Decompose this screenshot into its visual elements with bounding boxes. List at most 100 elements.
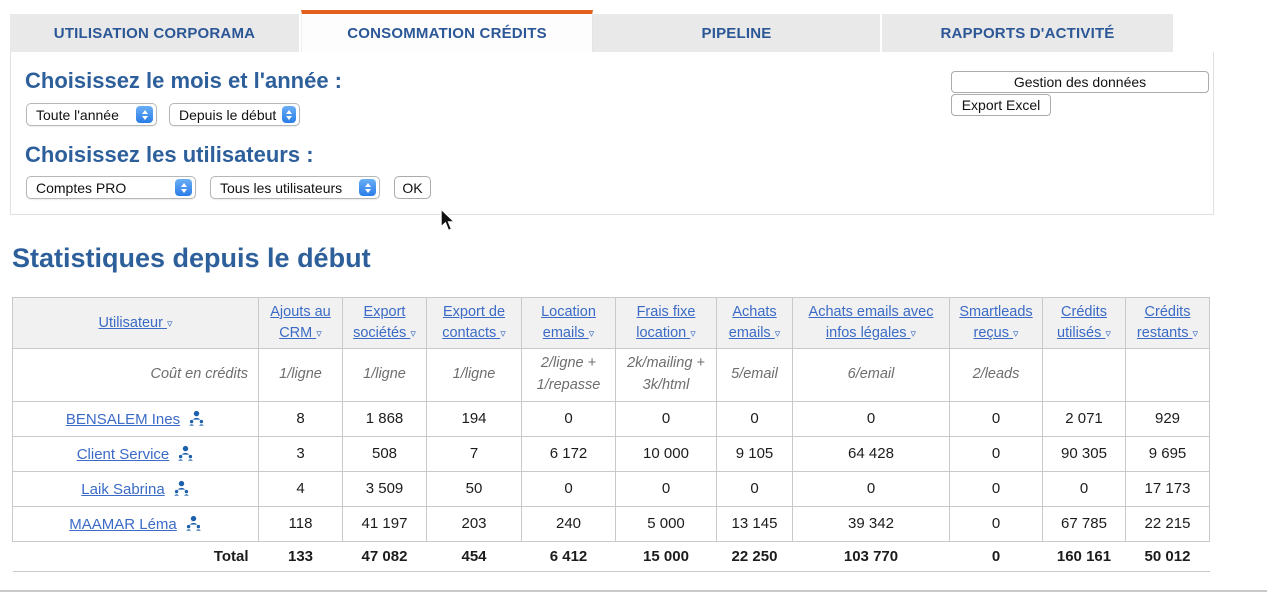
user-row: BENSALEM Ines 8 1 868 194 0 0 0 0 0 2 071 929	[12, 400, 1210, 437]
column-header-credits-utilises: Crédits utilisés ▿	[1042, 296, 1126, 350]
sort-link-export-de-contacts[interactable]: Export de contacts ▿	[442, 304, 506, 342]
user-select[interactable]: Tous les utilisateurs	[210, 176, 380, 199]
cost-cell	[1125, 348, 1210, 402]
sort-link-frais-fixe-location[interactable]: Frais fixe location ▿	[636, 304, 696, 342]
user-link-laik-sabrina[interactable]: Laik Sabrina	[81, 480, 165, 498]
value-cell: 3	[258, 435, 343, 472]
cost-cell	[1042, 348, 1126, 402]
value-cell: 9 105	[716, 435, 793, 472]
cost-cell: 2/leads	[949, 348, 1043, 402]
user-cell: Laik Sabrina	[12, 470, 259, 507]
value-cell: 0	[1042, 470, 1126, 507]
sort-chevron-icon: ▿	[166, 317, 173, 330]
value-cell: 0	[615, 400, 717, 437]
user-cell: MAAMAR Léma	[12, 505, 259, 542]
total-cell: 0	[949, 540, 1043, 572]
value-cell: 0	[615, 470, 717, 507]
column-header-smartleads-recus: Smartleads reçus ▿	[949, 296, 1043, 350]
total-cell: 133	[258, 540, 343, 572]
value-cell: 0	[949, 400, 1043, 437]
column-header-ajouts-au-crm: Ajouts au CRM ▿	[258, 296, 343, 350]
tab-utilisation-corporama[interactable]: UTILISATION CORPORAMA	[10, 14, 301, 52]
value-cell: 0	[521, 400, 616, 437]
sort-link-credits-utilises[interactable]: Crédits utilisés ▿	[1057, 304, 1111, 342]
value-cell: 7	[426, 435, 522, 472]
sort-link-location-emails[interactable]: Location emails ▿	[541, 304, 596, 342]
sort-chevron-icon: ▿	[316, 328, 322, 341]
period-select[interactable]: Depuis le début	[169, 103, 300, 126]
value-cell: 240	[521, 505, 616, 542]
stats-heading: Statistiques depuis le début	[12, 243, 371, 273]
stats-table: Utilisateur ▿ Ajouts au CRM ▿ Export socié…	[12, 296, 1210, 572]
tab-pipeline[interactable]: PIPELINE	[593, 14, 882, 52]
stats-header-row: Utilisateur ▿ Ajouts au CRM ▿ Export socié…	[12, 296, 1210, 350]
sort-link-credits-restants[interactable]: Crédits restants ▿	[1136, 304, 1199, 342]
users-group-icon	[173, 480, 189, 496]
month-year-heading: Choisissez le mois et l'année :	[25, 68, 343, 93]
users-group-icon	[189, 410, 205, 426]
month-select[interactable]: Toute l'année	[26, 103, 157, 126]
column-header-achats-emails: Achats emails ▿	[716, 296, 793, 350]
sort-chevron-icon: ▿	[410, 328, 416, 341]
sort-chevron-icon: ▿	[774, 328, 781, 341]
column-header-location-emails: Location emails ▿	[521, 296, 616, 350]
user-link-client-service[interactable]: Client Service	[76, 445, 170, 463]
users-heading: Choisissez les utilisateurs :	[25, 142, 314, 167]
account-type-select[interactable]: Comptes PRO	[26, 176, 196, 199]
column-header-frais-fixe-location: Frais fixe location ▿	[615, 296, 717, 350]
value-cell: 203	[426, 505, 522, 542]
tab-consommation-credits[interactable]: CONSOMMATION CRÉDITS	[301, 10, 593, 52]
value-cell: 6 172	[521, 435, 616, 472]
value-cell: 194	[426, 400, 522, 437]
cost-cell: 5/email	[716, 348, 793, 402]
user-row: Client Service 3 508 7 6 172 10 000 9 105 64 42…	[12, 435, 1210, 472]
cost-cell: 1/ligne	[342, 348, 427, 402]
value-cell: 50	[426, 470, 522, 507]
stats-table-body: Coût en crédits 1/ligne 1/ligne 1/ligne 2/li…	[12, 348, 1210, 572]
user-link-bensalem-ines[interactable]: BENSALEM Ines	[65, 410, 181, 428]
bottom-divider	[0, 590, 1267, 592]
column-header-achats-emails-avec-infos-legales: Achats emails avec infos légales ▿	[792, 296, 950, 350]
chevron-updown-icon	[282, 106, 296, 123]
sort-link-ajouts-au-crm[interactable]: Ajouts au CRM ▿	[270, 304, 331, 342]
users-group-icon	[178, 445, 194, 461]
value-cell: 508	[342, 435, 427, 472]
cost-cell: 6/email	[792, 348, 950, 402]
data-management-button[interactable]: Gestion des données	[951, 71, 1209, 93]
column-header-export-de-contacts: Export de contacts ▿	[426, 296, 522, 350]
sort-chevron-icon: ▿	[690, 328, 696, 341]
value-cell: 0	[792, 400, 950, 437]
total-row: Total 133 47 082 454 6 412 15 000 22 250 103 77…	[12, 540, 1210, 572]
sort-link-utilisateur[interactable]: Utilisateur ▿	[98, 314, 173, 331]
tab-rapports-activite[interactable]: RAPPORTS D'ACTIVITÉ	[882, 14, 1173, 52]
users-select-row: Comptes PRO Tous les utilisateurs OK	[26, 176, 431, 199]
sort-chevron-icon: ▿	[1105, 328, 1111, 341]
sort-link-smartleads-recus[interactable]: Smartleads reçus ▿	[959, 304, 1033, 342]
filters-panel: Choisissez le mois et l'année : Toute l'…	[10, 52, 1214, 215]
export-excel-button[interactable]: Export Excel	[951, 94, 1051, 116]
stats-table-head: Utilisateur ▿ Ajouts au CRM ▿ Export socié…	[12, 296, 1210, 350]
users-group-icon	[185, 515, 201, 531]
sort-chevron-icon: ▿	[1012, 328, 1019, 341]
month-select-value: Toute l'année	[36, 106, 119, 123]
ok-button[interactable]: OK	[394, 176, 431, 199]
user-link-maamar-lema[interactable]: MAAMAR Léma	[69, 515, 177, 533]
sort-link-achats-emails-avec-infos-legales[interactable]: Achats emails avec infos légales ▿	[808, 304, 934, 342]
total-cell: 50 012	[1125, 540, 1210, 572]
value-cell: 0	[521, 470, 616, 507]
cost-row-label: Coût en crédits	[12, 348, 259, 402]
sort-link-export-societes[interactable]: Export sociétés ▿	[353, 304, 416, 342]
value-cell: 13 145	[716, 505, 793, 542]
total-cell: 6 412	[521, 540, 616, 572]
user-cell: Client Service	[12, 435, 259, 472]
period-select-value: Depuis le début	[179, 106, 277, 123]
sort-chevron-icon: ▿	[910, 328, 917, 341]
cost-cell: 2/ligne + 1/repasse	[521, 348, 616, 402]
user-cell: BENSALEM Ines	[12, 400, 259, 437]
total-cell: 47 082	[342, 540, 427, 572]
tab-bar: UTILISATION CORPORAMA CONSOMMATION CRÉDI…	[10, 10, 1173, 52]
chevron-updown-icon	[175, 179, 192, 196]
sort-link-achats-emails[interactable]: Achats emails ▿	[728, 304, 781, 342]
value-cell: 0	[949, 435, 1043, 472]
value-cell: 0	[949, 505, 1043, 542]
